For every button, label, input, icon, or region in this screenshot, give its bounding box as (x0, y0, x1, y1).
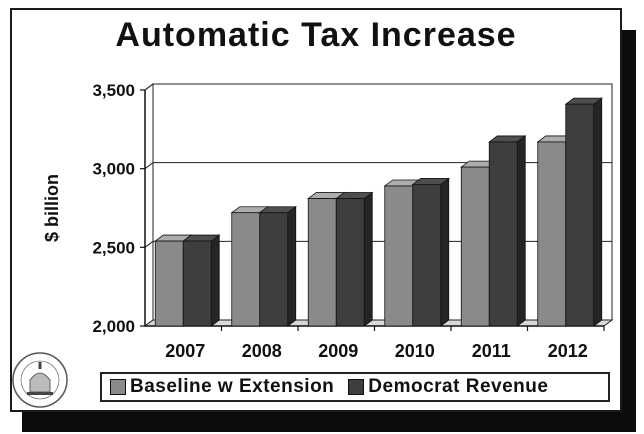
x-tick-label: 2012 (548, 341, 588, 361)
bar-front (259, 212, 289, 327)
bar-side (516, 135, 526, 327)
bar-front (182, 240, 212, 327)
bar-front (488, 141, 518, 327)
bar-front (335, 198, 365, 327)
chart-legend: Baseline w Extension Democrat Revenue (100, 372, 610, 402)
bar-democrat-revenue-2010 (411, 177, 450, 327)
bar-side (440, 177, 450, 327)
bar-front (231, 212, 261, 327)
bar-front (154, 240, 184, 327)
bar-front (565, 103, 595, 327)
legend-swatch-baseline (110, 379, 126, 395)
bar-democrat-revenue-2009 (335, 191, 374, 327)
x-tick-label: 2008 (242, 341, 282, 361)
y-tick-label: 3,500 (92, 81, 135, 100)
bar-democrat-revenue-2011 (488, 135, 527, 327)
bar-democrat-revenue-2008 (258, 205, 297, 327)
y-tick-label: 2,500 (92, 238, 135, 257)
legend-label-democrat: Democrat Revenue (368, 376, 549, 397)
bar-side (287, 205, 297, 327)
bar-front (384, 185, 414, 327)
x-tick-label: 2007 (165, 341, 205, 361)
bar-front (460, 166, 490, 327)
legend-swatch-democrat (348, 379, 365, 395)
bar-democrat-revenue-2007 (182, 234, 221, 327)
legend-item-baseline: Baseline w Extension (110, 376, 334, 398)
plot-side-wall (144, 83, 154, 327)
bar-democrat-revenue-2012 (564, 97, 603, 327)
gridline-side (144, 240, 154, 248)
legend-label-baseline: Baseline w Extension (130, 376, 335, 397)
bar-side (593, 97, 603, 327)
x-tick-label: 2011 (472, 341, 511, 361)
x-tick-label: 2010 (395, 341, 435, 361)
bar-front (412, 183, 442, 327)
house-budget-seal-icon (12, 352, 68, 408)
y-tick-label: 2,000 (92, 317, 135, 336)
bar-side (210, 234, 220, 327)
chart-title: Automatic Tax Increase (115, 16, 517, 54)
x-tick-label: 2009 (318, 341, 358, 361)
bar-front (537, 141, 567, 327)
legend-item-democrat: Democrat Revenue (348, 376, 548, 398)
gridline-side (144, 83, 154, 91)
bar-side (363, 191, 373, 327)
y-axis-label: $ billion (42, 174, 62, 242)
gridline-side (144, 162, 154, 170)
bar-front (307, 198, 337, 327)
y-tick-label: 3,000 (92, 160, 135, 179)
